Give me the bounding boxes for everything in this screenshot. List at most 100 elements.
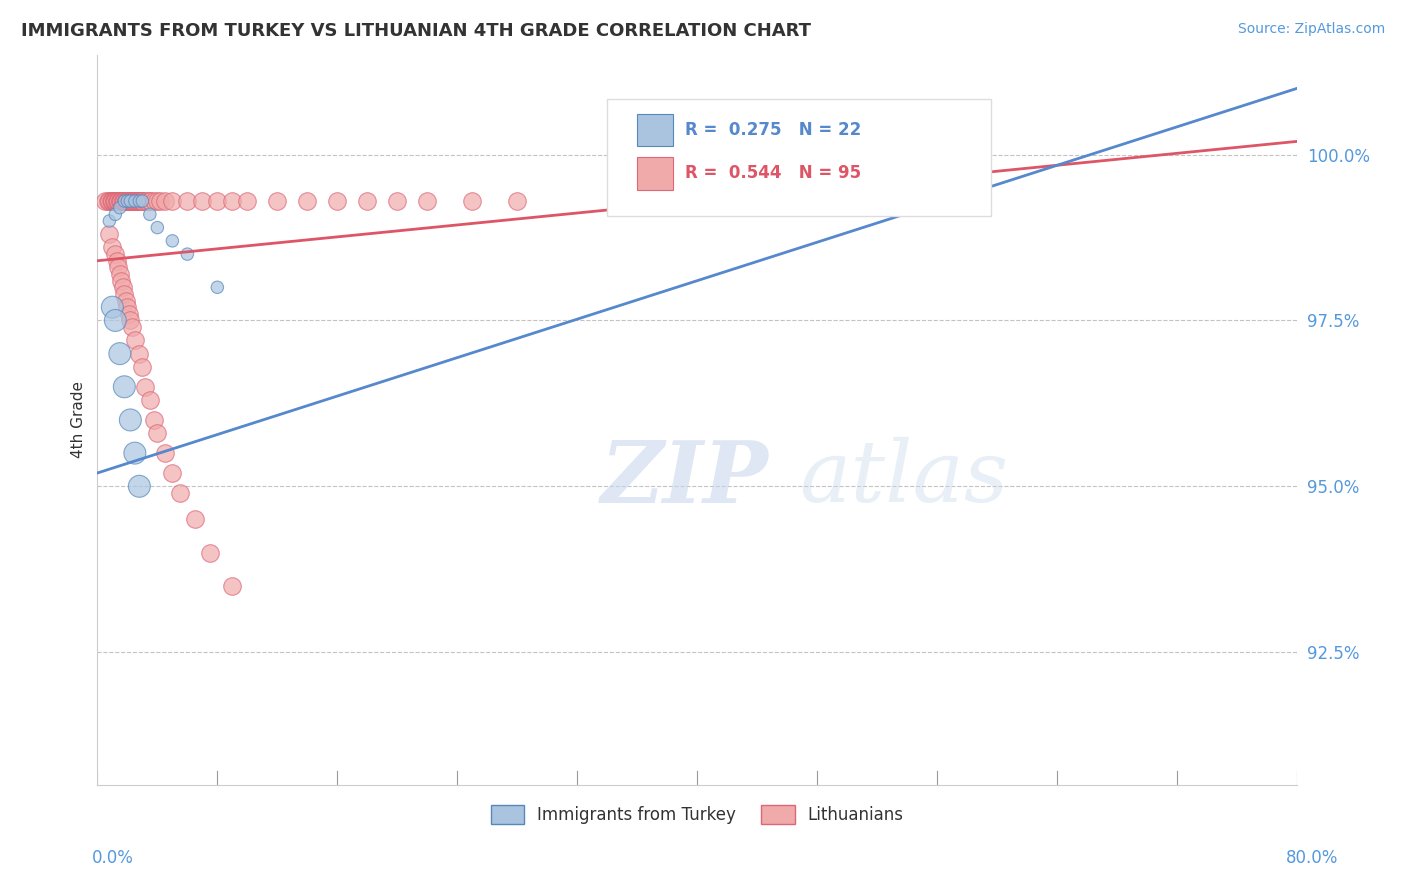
Point	[128, 194, 150, 208]
Point	[124, 446, 146, 460]
Point	[121, 320, 143, 334]
Point	[103, 194, 125, 208]
Point	[117, 194, 139, 208]
Point	[105, 194, 128, 208]
Point	[198, 546, 221, 560]
Point	[112, 194, 135, 208]
Point	[112, 194, 135, 208]
Text: ZIP: ZIP	[602, 436, 769, 520]
Point	[108, 194, 131, 208]
Point	[121, 194, 143, 208]
Point	[124, 194, 146, 208]
Point	[107, 194, 129, 208]
Point	[124, 334, 146, 348]
Point	[108, 267, 131, 281]
Point	[506, 194, 529, 208]
Text: Source: ZipAtlas.com: Source: ZipAtlas.com	[1237, 22, 1385, 37]
Bar	[637, 157, 673, 190]
Point	[128, 194, 150, 208]
Point	[108, 194, 131, 208]
Text: 0.0%: 0.0%	[91, 849, 134, 867]
Point	[122, 194, 145, 208]
Point	[111, 194, 134, 208]
Point	[110, 194, 132, 208]
Point	[139, 194, 162, 208]
Point	[176, 194, 198, 208]
Point	[98, 194, 121, 208]
Point	[101, 194, 124, 208]
Point	[98, 214, 121, 228]
Point	[101, 194, 124, 208]
Point	[104, 247, 127, 261]
Point	[125, 194, 148, 208]
Point	[134, 380, 156, 394]
Point	[107, 194, 129, 208]
Point	[118, 307, 141, 321]
Point	[139, 392, 162, 407]
Point	[184, 512, 207, 526]
Point	[326, 194, 349, 208]
Point	[129, 194, 152, 208]
Point	[105, 253, 128, 268]
Point	[94, 194, 117, 208]
Point	[105, 194, 128, 208]
Point	[118, 194, 141, 208]
Point	[115, 194, 138, 208]
Point	[120, 413, 142, 427]
Point	[125, 194, 148, 208]
Point	[104, 194, 127, 208]
Point	[108, 346, 131, 360]
Point	[131, 194, 153, 208]
Point	[104, 207, 127, 221]
Point	[100, 194, 122, 208]
Point	[162, 466, 184, 480]
Point	[98, 227, 121, 242]
Point	[143, 413, 166, 427]
Point	[146, 220, 169, 235]
Point	[112, 194, 135, 208]
Point	[131, 194, 153, 208]
Point	[128, 346, 150, 360]
Point	[162, 234, 184, 248]
Point	[207, 280, 229, 294]
Text: R =  0.544   N = 95: R = 0.544 N = 95	[685, 164, 862, 182]
Point	[115, 194, 138, 208]
Point	[120, 194, 142, 208]
Point	[97, 194, 120, 208]
Point	[120, 194, 142, 208]
Point	[107, 260, 129, 275]
Point	[110, 274, 132, 288]
Point	[112, 380, 135, 394]
Point	[117, 194, 139, 208]
Point	[128, 479, 150, 493]
Y-axis label: 4th Grade: 4th Grade	[72, 382, 86, 458]
Point	[117, 194, 139, 208]
Text: atlas: atlas	[799, 437, 1008, 520]
Point	[153, 194, 176, 208]
Point	[236, 194, 259, 208]
Legend: Immigrants from Turkey, Lithuanians: Immigrants from Turkey, Lithuanians	[484, 798, 911, 831]
Point	[110, 194, 132, 208]
Point	[146, 426, 169, 441]
Text: 80.0%: 80.0%	[1286, 849, 1339, 867]
Text: R =  0.275   N = 22: R = 0.275 N = 22	[685, 120, 862, 138]
Point	[139, 207, 162, 221]
Point	[120, 194, 142, 208]
Point	[104, 313, 127, 327]
Point	[162, 194, 184, 208]
Point	[131, 359, 153, 374]
Point	[117, 300, 139, 314]
Point	[124, 194, 146, 208]
Point	[387, 194, 409, 208]
Point	[461, 194, 484, 208]
Point	[128, 194, 150, 208]
Bar	[637, 113, 673, 146]
Point	[143, 194, 166, 208]
Point	[120, 313, 142, 327]
Point	[103, 194, 125, 208]
Point	[121, 194, 143, 208]
Point	[101, 240, 124, 254]
Point	[122, 194, 145, 208]
Point	[153, 446, 176, 460]
Point	[221, 579, 243, 593]
